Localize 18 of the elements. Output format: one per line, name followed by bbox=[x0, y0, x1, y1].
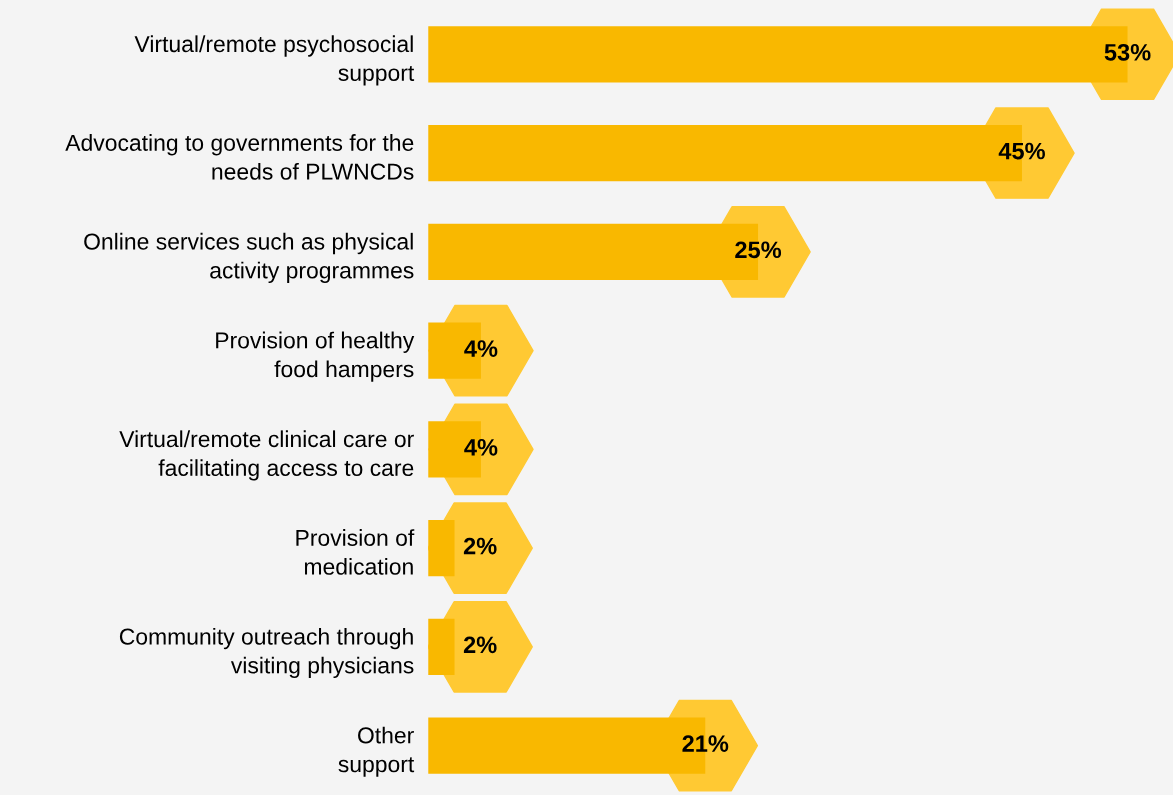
data-label: 4% bbox=[464, 340, 498, 357]
y-tick-label: Other support bbox=[338, 726, 415, 777]
y-tick-label: Advocating to governments for the needs of PLWNCDs bbox=[65, 134, 414, 180]
data-label: 21% bbox=[682, 735, 729, 752]
y-tick-label: Community outreach through visiting physicians bbox=[119, 627, 414, 679]
data-label: 25% bbox=[735, 241, 782, 259]
y-tick-label: Provision of medication bbox=[296, 529, 415, 575]
bar bbox=[428, 519, 455, 577]
bar bbox=[428, 618, 455, 676]
data-label: 45% bbox=[998, 142, 1045, 160]
data-label: 4% bbox=[464, 439, 498, 456]
y-tick-label: Provision of healthy food hampers bbox=[216, 331, 415, 382]
y-tick-label: Virtual/remote psychosocial support bbox=[134, 35, 415, 86]
data-label: 53% bbox=[1104, 43, 1151, 61]
y-tick-label: Virtual/remote clinical care or facilitating access to care bbox=[119, 430, 414, 481]
data-label: 2% bbox=[463, 537, 497, 555]
data-label: 2% bbox=[463, 636, 497, 654]
y-tick-label: Online services such as physical activity programmes bbox=[84, 232, 414, 284]
